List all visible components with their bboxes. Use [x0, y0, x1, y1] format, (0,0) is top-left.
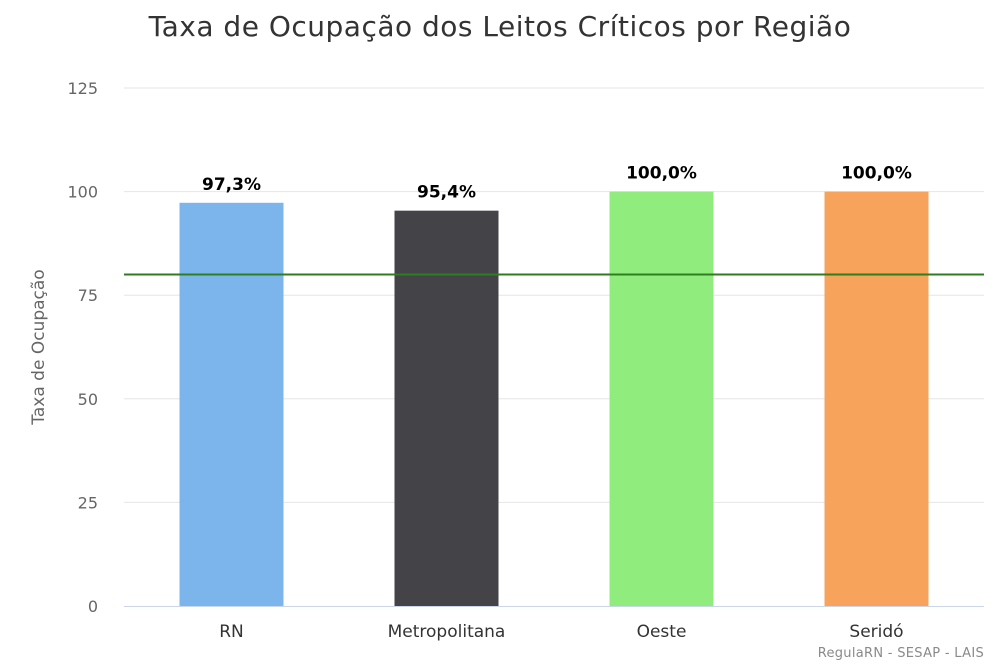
- bar-rn: [179, 202, 284, 606]
- x-tick-label: Oeste: [637, 622, 687, 642]
- data-label: 95,4%: [417, 183, 476, 203]
- data-label: 100,0%: [841, 164, 912, 184]
- y-tick-label: 0: [88, 597, 98, 616]
- data-label: 100,0%: [626, 164, 697, 184]
- bar-seridó: [824, 191, 929, 606]
- chart-title: Taxa de Ocupação dos Leitos Críticos por…: [148, 10, 852, 43]
- y-axis-ticks: 0 25 50 75 100 125: [67, 79, 98, 616]
- data-labels: 97,3% 95,4% 100,0% 100,0%: [202, 164, 912, 203]
- x-tick-label: RN: [219, 622, 244, 642]
- y-tick-label: 100: [67, 183, 98, 202]
- bar-metropolitana: [394, 210, 499, 606]
- y-tick-label: 75: [78, 286, 98, 305]
- y-axis-title: Taxa de Ocupação: [29, 269, 49, 425]
- bar-oeste: [609, 191, 714, 606]
- y-tick-label: 50: [78, 390, 98, 409]
- x-tick-label: Metropolitana: [388, 622, 506, 642]
- x-axis-ticks: RN Metropolitana Oeste Seridó: [219, 622, 903, 642]
- x-tick-label: Seridó: [849, 622, 903, 642]
- y-tick-label: 25: [78, 493, 98, 512]
- y-tick-label: 125: [67, 79, 98, 98]
- credit-text: RegulaRN - SESAP - LAIS: [817, 646, 984, 661]
- data-label: 97,3%: [202, 175, 261, 195]
- bars: [179, 191, 929, 606]
